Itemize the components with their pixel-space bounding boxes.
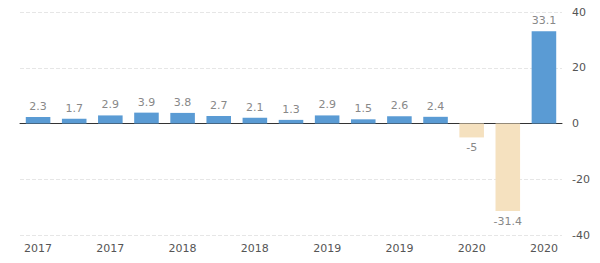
svg-text:2.9: 2.9 <box>318 98 336 111</box>
svg-text:2.3: 2.3 <box>29 100 47 113</box>
svg-text:20: 20 <box>572 61 586 74</box>
svg-text:40: 40 <box>572 6 586 19</box>
svg-text:2020: 2020 <box>530 242 558 255</box>
svg-text:-31.4: -31.4 <box>494 215 522 228</box>
svg-text:2019: 2019 <box>385 242 413 255</box>
svg-text:-40: -40 <box>572 229 590 242</box>
svg-text:2017: 2017 <box>24 242 52 255</box>
svg-text:33.1: 33.1 <box>532 14 557 27</box>
svg-text:2019: 2019 <box>313 242 341 255</box>
svg-text:1.7: 1.7 <box>65 102 83 115</box>
svg-text:0: 0 <box>572 117 579 130</box>
svg-text:1.3: 1.3 <box>282 103 300 116</box>
svg-text:2.7: 2.7 <box>210 99 228 112</box>
svg-text:3.8: 3.8 <box>174 96 192 109</box>
svg-text:2.4: 2.4 <box>427 100 445 113</box>
svg-text:3.9: 3.9 <box>138 96 156 109</box>
svg-text:2.6: 2.6 <box>391 99 409 112</box>
svg-text:2020: 2020 <box>458 242 486 255</box>
svg-text:2.9: 2.9 <box>102 98 120 111</box>
svg-text:2.1: 2.1 <box>246 101 264 114</box>
svg-text:-20: -20 <box>572 173 590 186</box>
svg-text:2017: 2017 <box>96 242 124 255</box>
svg-text:-5: -5 <box>466 141 477 154</box>
svg-text:2018: 2018 <box>241 242 269 255</box>
svg-text:2018: 2018 <box>169 242 197 255</box>
svg-text:1.5: 1.5 <box>355 102 373 115</box>
